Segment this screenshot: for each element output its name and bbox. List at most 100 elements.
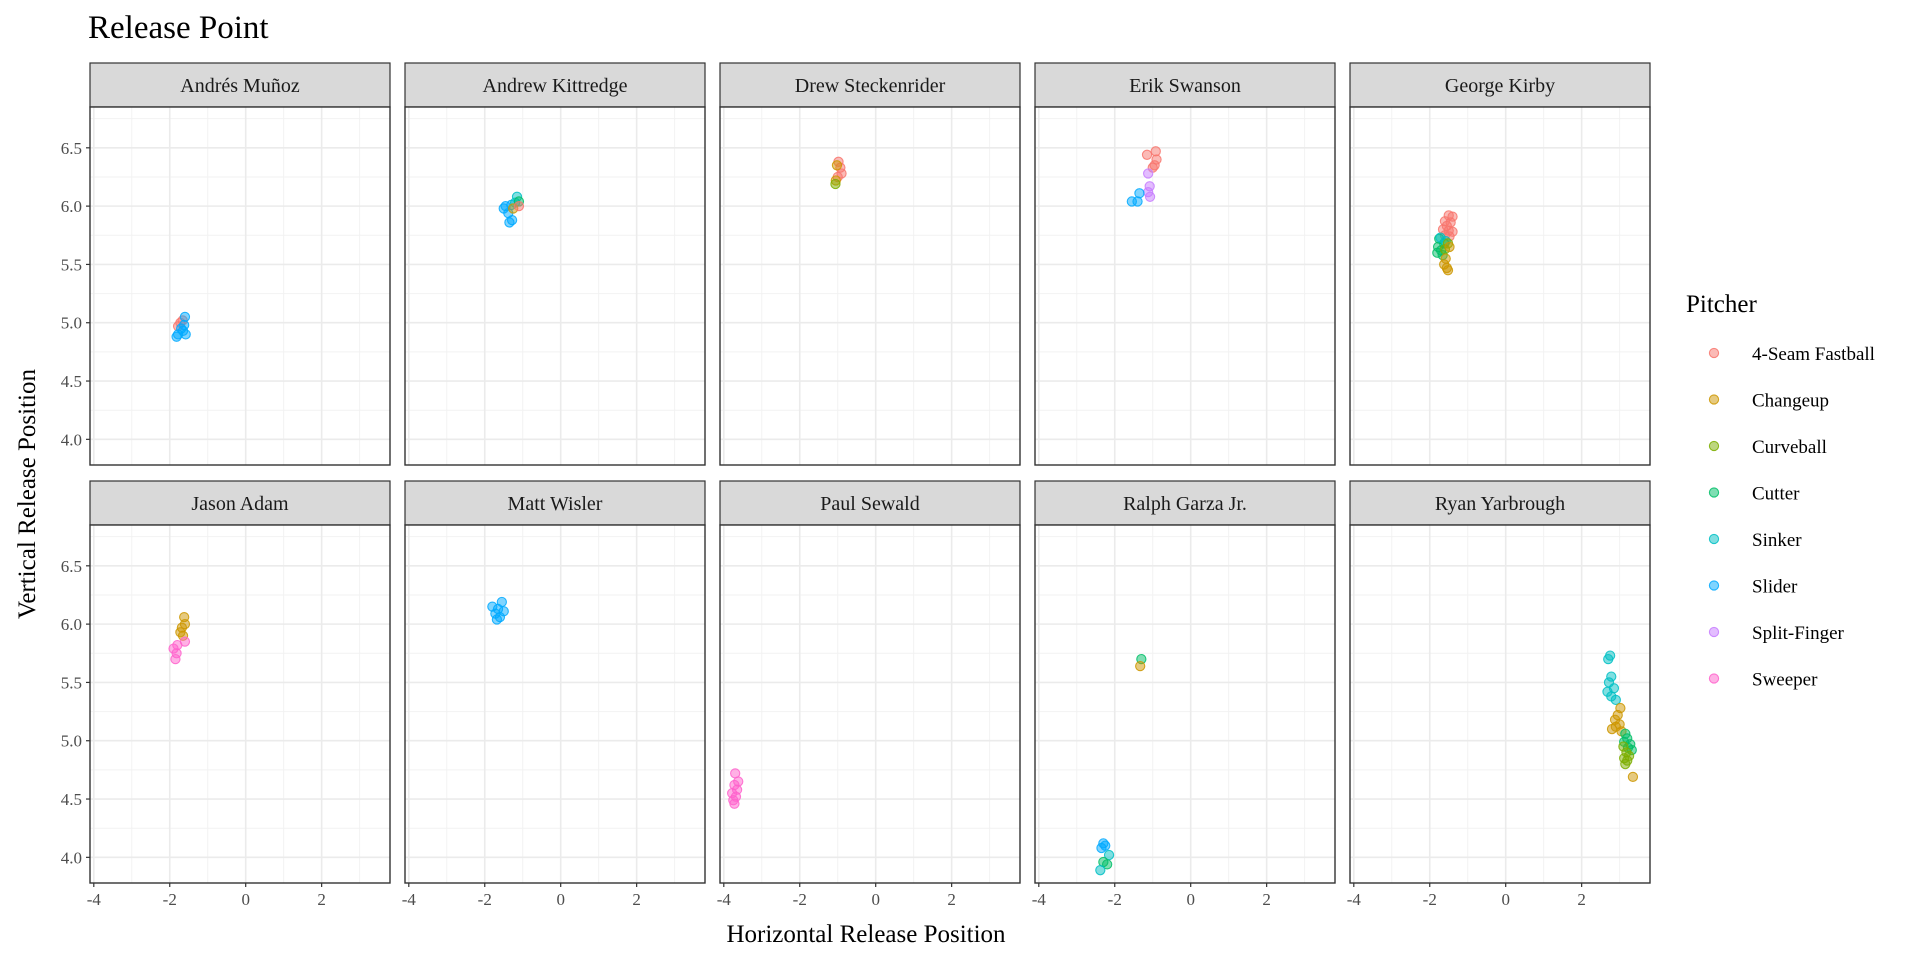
- y-axis-title: Vertical Release Position: [14, 369, 41, 619]
- x-tick-label: -2: [163, 890, 177, 909]
- x-tick-label: -4: [717, 890, 732, 909]
- legend-key: [1708, 673, 1720, 684]
- plot-area: [90, 107, 390, 465]
- facet-panel: Ryan Yarbrough -4 -2 0 2: [1347, 480, 1651, 909]
- facet-label: George Kirby: [1445, 75, 1555, 97]
- x-tick-label: 0: [1501, 890, 1510, 909]
- y-tick-label: 5.5: [61, 255, 82, 274]
- facet-strip: [719, 62, 1021, 108]
- x-tick-label: -4: [87, 890, 102, 909]
- facet-panel: Erik Swanson: [1034, 62, 1336, 466]
- data-point: [1143, 168, 1154, 179]
- x-tick-label: 2: [632, 890, 641, 909]
- facet-label: Andrew Kittredge: [483, 75, 628, 97]
- facet-panel: Paul Sewald -4 -2 0 2: [717, 480, 1021, 909]
- plot-area: [1035, 107, 1335, 465]
- data-point: [1442, 265, 1454, 276]
- y-tick-label: 6.0: [61, 615, 82, 634]
- legend-key: [1708, 487, 1720, 498]
- plot-area: [1350, 107, 1650, 465]
- facet-strip: [1034, 62, 1336, 108]
- x-axis-title: Horizontal Release Position: [726, 921, 1006, 948]
- x-tick-label: 2: [1577, 890, 1586, 909]
- x-tick-label: -2: [793, 890, 807, 909]
- data-point: [831, 160, 843, 171]
- x-tick-label: 2: [947, 890, 956, 909]
- facet-panel: Drew Steckenrider: [719, 62, 1021, 466]
- legend-label: Sinker: [1752, 530, 1802, 551]
- y-tick-label: 5.5: [61, 673, 82, 692]
- legend-label: 4-Seam Fastball: [1752, 344, 1875, 365]
- x-tick-label: -4: [1347, 890, 1362, 909]
- x-tick-label: 0: [556, 890, 565, 909]
- x-tick-label: -4: [402, 890, 417, 909]
- legend: Pitcher 4-Seam Fastball Changeup Curveball…: [1686, 291, 1875, 691]
- data-point: [1095, 865, 1106, 876]
- facet-panels: Andrés Muñoz 4.0 4.5 5.0 5.5 6.0 6.5 Andrew Kit…: [61, 62, 1651, 909]
- facet-strip: [89, 62, 391, 108]
- data-point: [1096, 842, 1107, 854]
- y-tick-label: 5.0: [61, 732, 82, 751]
- data-point: [1620, 758, 1631, 770]
- data-point: [170, 653, 181, 665]
- data-point: [1141, 149, 1153, 160]
- legend-key: [1708, 533, 1720, 545]
- panel-border: [1034, 106, 1336, 466]
- facet-strip: [404, 62, 706, 108]
- x-tick-label: 0: [1186, 890, 1195, 909]
- data-point: [1144, 191, 1156, 202]
- panel-border: [1349, 106, 1651, 466]
- facet-strip: [1349, 62, 1651, 108]
- data-point: [1135, 660, 1146, 672]
- x-tick-label: -2: [1423, 890, 1437, 909]
- data-point: [830, 178, 841, 190]
- panel-border: [404, 106, 706, 466]
- y-tick-label: 6.0: [61, 197, 82, 216]
- data-point: [1444, 241, 1455, 253]
- data-point: [1627, 771, 1639, 783]
- chart-title: Release Point: [88, 10, 269, 46]
- facet-label: Drew Steckenrider: [795, 75, 946, 97]
- facet-panel: Matt Wisler -4 -2 0 2: [402, 480, 706, 909]
- facet-panel: George Kirby: [1349, 62, 1651, 466]
- facet-strip: [719, 480, 1021, 526]
- panel-border: [1034, 524, 1336, 884]
- legend-key: [1708, 347, 1720, 359]
- legend-label: Sweeper: [1752, 670, 1818, 691]
- plot-area: [90, 525, 390, 883]
- legend-label: Cutter: [1752, 484, 1800, 505]
- data-point: [1606, 723, 1618, 735]
- plot-area: [1035, 525, 1335, 883]
- x-tick-label: -4: [1032, 890, 1047, 909]
- legend-key: [1708, 580, 1720, 591]
- panel-border: [404, 524, 706, 884]
- facet-label: Ralph Garza Jr.: [1123, 493, 1247, 515]
- x-tick-label: 0: [241, 890, 250, 909]
- x-tick-label: -2: [1108, 890, 1122, 909]
- legend-title: Pitcher: [1686, 291, 1757, 318]
- facet-strip: [404, 480, 706, 526]
- legend-key: [1708, 440, 1720, 452]
- data-point: [1102, 859, 1113, 870]
- facet-label: Ryan Yarbrough: [1435, 493, 1565, 515]
- panel-border: [89, 106, 391, 466]
- data-point: [1610, 694, 1621, 706]
- plot-area: [405, 107, 705, 465]
- legend-label: Slider: [1752, 577, 1798, 598]
- y-tick-label: 4.0: [61, 848, 82, 867]
- data-point: [491, 614, 503, 625]
- x-tick-label: 0: [871, 890, 880, 909]
- legend-label: Curveball: [1752, 437, 1827, 458]
- facet-label: Erik Swanson: [1129, 75, 1241, 97]
- y-tick-label: 4.5: [61, 372, 82, 391]
- y-tick-label: 6.5: [61, 557, 82, 576]
- panel-border: [719, 106, 1021, 466]
- data-point: [1603, 653, 1614, 665]
- facet-label: Jason Adam: [191, 493, 289, 515]
- data-point: [729, 798, 740, 809]
- x-tick-label: 2: [1262, 890, 1271, 909]
- legend-key: [1708, 394, 1720, 405]
- facet-label: Paul Sewald: [820, 493, 919, 515]
- facet-panel: Ralph Garza Jr. -4 -2 0 2: [1032, 480, 1336, 909]
